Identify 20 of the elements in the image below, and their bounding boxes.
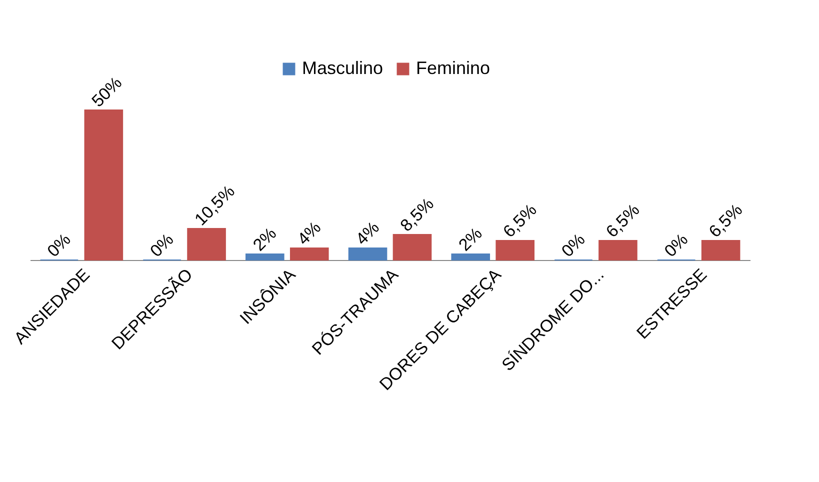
bar [701,240,740,260]
bar [290,248,329,260]
bar [84,110,124,260]
bar [496,240,534,260]
bar [392,234,432,260]
data-label: 0% [44,230,74,261]
data-label: 2% [455,224,486,255]
data-label: 0% [146,230,178,261]
data-label: 4% [294,218,325,249]
bar [598,240,638,260]
data-label: 2% [249,224,280,255]
bar [187,228,226,260]
legend-label: Masculino [302,58,384,78]
bar [348,248,388,260]
bar [451,254,490,260]
data-label: 4% [352,218,384,249]
data-label: 0% [558,230,589,261]
legend-label: Feminino [416,58,490,78]
data-label: 0% [660,230,692,261]
bar [246,254,284,260]
